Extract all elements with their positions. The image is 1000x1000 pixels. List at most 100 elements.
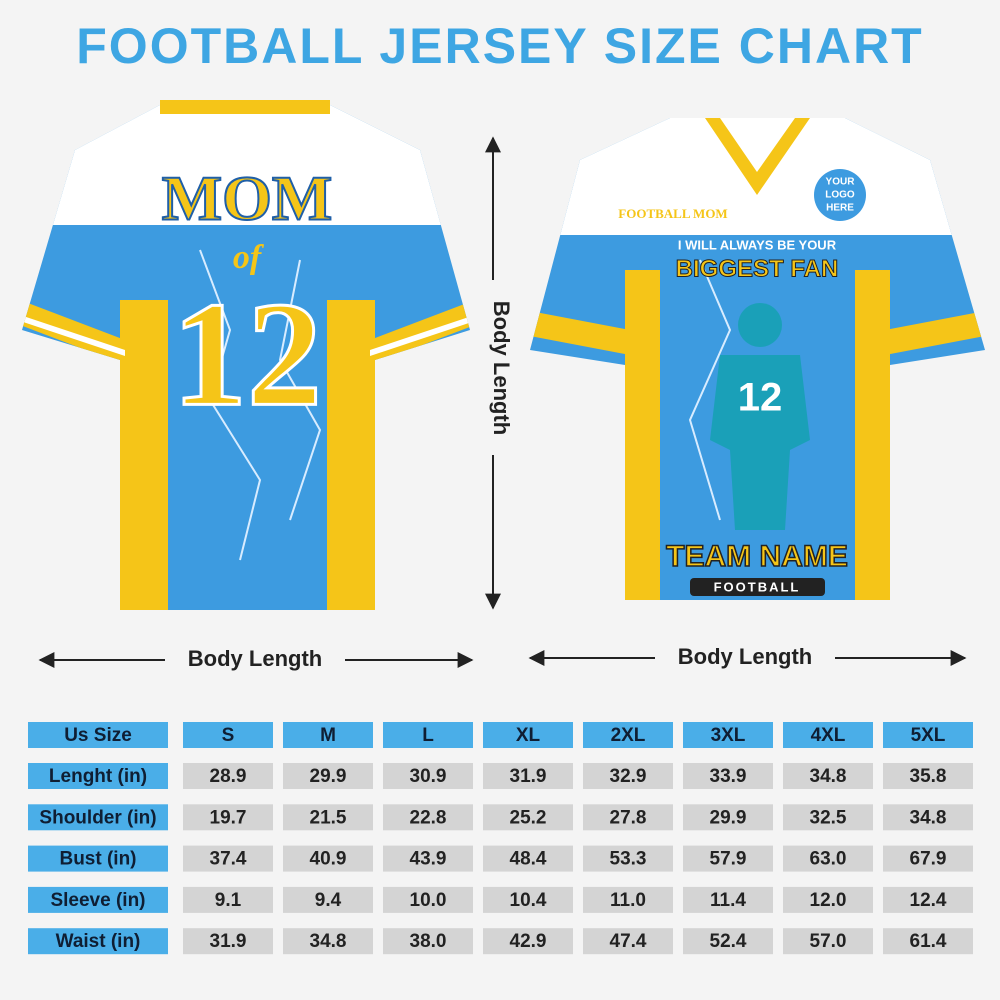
header-cell: [28, 886, 168, 913]
logo-circle: [814, 169, 866, 221]
cell-text: 34.8: [910, 807, 947, 828]
data-cell: [383, 804, 473, 831]
data-cell: [583, 886, 673, 913]
data-cell: [883, 804, 973, 831]
header-text: M: [320, 725, 336, 746]
back-name: MOM: [162, 163, 333, 234]
data-cell: [683, 763, 773, 789]
cell-text: 11.4: [710, 890, 746, 911]
data-cell: [583, 928, 673, 955]
logo-text: YOUR: [826, 177, 856, 188]
cell-text: 42.9: [510, 931, 547, 952]
cell-text: 31.9: [510, 766, 547, 787]
cell-text: 35.8: [910, 766, 947, 787]
cell-text: 34.8: [310, 931, 347, 952]
header-text: Us Size: [64, 725, 132, 746]
sport: FOOTBALL: [714, 579, 801, 594]
header-cell: [28, 804, 168, 831]
data-cell: [383, 845, 473, 872]
data-cell: [183, 804, 273, 831]
data-cell: [183, 886, 273, 913]
cell-text: 22.8: [410, 807, 447, 828]
logo-text: HERE: [826, 203, 854, 214]
header-cell: [883, 722, 973, 748]
back-number: 12: [172, 271, 322, 437]
data-cell: [583, 804, 673, 831]
data-cell: [183, 763, 273, 789]
page-title: FOOTBALL JERSEY SIZE CHART: [76, 18, 923, 74]
data-cell: [383, 886, 473, 913]
header-text: Waist (in): [56, 931, 141, 952]
header-text: Bust (in): [59, 849, 136, 870]
data-cell: [183, 928, 273, 955]
v-neck: [705, 118, 810, 195]
data-cell: [583, 763, 673, 789]
cell-text: 12.0: [810, 890, 847, 911]
data-cell: [783, 886, 873, 913]
data-cell: [783, 804, 873, 831]
cell-text: 27.8: [610, 807, 647, 828]
measure-label: Body Length: [678, 644, 812, 669]
data-cell: [283, 804, 373, 831]
cell-text: 63.0: [810, 849, 847, 870]
data-cell: [883, 928, 973, 955]
data-cell: [683, 886, 773, 913]
cell-text: 48.4: [510, 849, 547, 870]
cell-text: 52.4: [710, 931, 747, 952]
header-text: 3XL: [711, 725, 746, 746]
logo-text: LOGO: [825, 190, 855, 201]
header-text: 2XL: [611, 725, 646, 746]
header-text: Shoulder (in): [39, 807, 156, 828]
data-cell: [283, 886, 373, 913]
player: [710, 303, 810, 530]
cell-text: 53.3: [610, 849, 647, 870]
cell-text: 9.4: [315, 890, 342, 911]
sport-badge: [690, 578, 825, 596]
measure-label: Body Length: [489, 301, 514, 435]
data-cell: [483, 845, 573, 872]
cell-text: 29.9: [710, 807, 747, 828]
cell-text: 57.0: [810, 931, 847, 952]
header-cell: [28, 763, 168, 789]
data-cell: [583, 845, 673, 872]
data-cell: [283, 845, 373, 872]
data-cell: [783, 763, 873, 789]
header-cell: [483, 722, 573, 748]
cell-text: 28.9: [210, 766, 247, 787]
cell-text: 32.5: [810, 807, 847, 828]
data-cell: [783, 845, 873, 872]
cell-text: 30.9: [410, 766, 447, 787]
data-cell: [383, 763, 473, 789]
front-label: FOOTBALL MOM: [618, 206, 727, 221]
cell-text: 57.9: [710, 849, 747, 870]
cell-text: 37.4: [210, 849, 247, 870]
cell-text: 10.4: [510, 890, 547, 911]
header-text: L: [422, 725, 434, 746]
data-cell: [283, 763, 373, 789]
cell-text: 29.9: [310, 766, 347, 787]
cell-text: 38.0: [410, 931, 447, 952]
cell-text: 34.8: [810, 766, 847, 787]
data-cell: [883, 886, 973, 913]
cell-text: 19.7: [210, 807, 247, 828]
cell-text: 25.2: [510, 807, 547, 828]
header-cell: [583, 722, 673, 748]
data-cell: [483, 928, 573, 955]
cell-text: 21.5: [310, 807, 347, 828]
slogan: I WILL ALWAYS BE YOUR: [678, 237, 837, 252]
header-text: S: [222, 725, 235, 746]
back-of: of: [233, 239, 265, 276]
header-text: Lenght (in): [49, 766, 147, 787]
header-cell: [383, 722, 473, 748]
data-cell: [883, 763, 973, 789]
data-cell: [783, 928, 873, 955]
header-cell: [28, 722, 168, 748]
header-text: 5XL: [911, 725, 946, 746]
cell-text: 11.0: [610, 890, 646, 911]
header-cell: [783, 722, 873, 748]
header-text: 4XL: [811, 725, 846, 746]
header-cell: [683, 722, 773, 748]
header-cell: [283, 722, 373, 748]
data-cell: [683, 928, 773, 955]
